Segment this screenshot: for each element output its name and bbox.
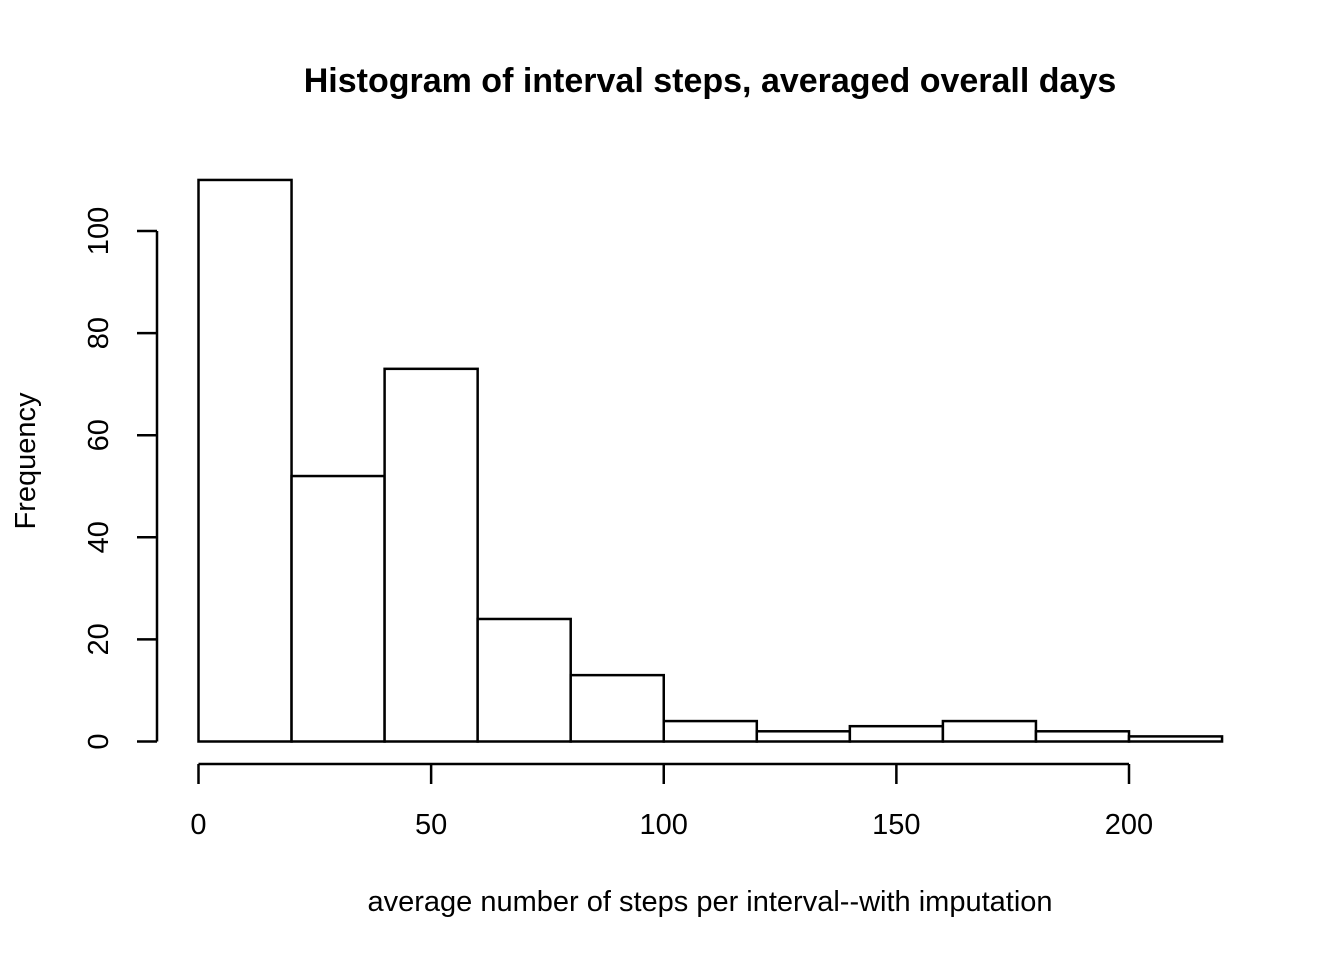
chart-title: Histogram of interval steps, averaged ov… — [304, 62, 1117, 100]
x-tick-label-4: 200 — [1105, 809, 1153, 841]
y-tick-label-4: 80 — [83, 317, 115, 349]
x-axis-label: average number of steps per interval--wi… — [367, 886, 1052, 918]
y-tick-label-2: 40 — [83, 521, 115, 553]
x-tick-label-2: 100 — [640, 809, 688, 841]
x-tick-label-1: 50 — [415, 809, 447, 841]
x-tick-label-3: 150 — [872, 809, 920, 841]
bar-4 — [569, 673, 666, 743]
y-tick-label-1: 20 — [83, 623, 115, 655]
y-tick-label-5: 100 — [83, 207, 115, 255]
bar-8 — [941, 719, 1038, 743]
bar-1 — [290, 474, 386, 743]
bar-10 — [1127, 735, 1224, 743]
bar-9 — [1034, 730, 1131, 743]
bar-5 — [662, 719, 759, 743]
x-axis: 0 50 100 150 200 — [190, 762, 1153, 841]
bar-0 — [197, 178, 293, 743]
x-tick-label-0: 0 — [190, 809, 206, 841]
y-tick-label-3: 60 — [83, 419, 115, 451]
y-axis-label: Frequency — [10, 392, 42, 530]
y-axis: 0 20 40 60 80 100 — [83, 207, 159, 750]
bar-7 — [848, 724, 945, 743]
bar-2 — [383, 367, 479, 743]
bar-6 — [755, 730, 852, 743]
y-tick-label-0: 0 — [83, 733, 115, 749]
bars-group — [197, 178, 1224, 743]
bar-3 — [476, 617, 572, 743]
